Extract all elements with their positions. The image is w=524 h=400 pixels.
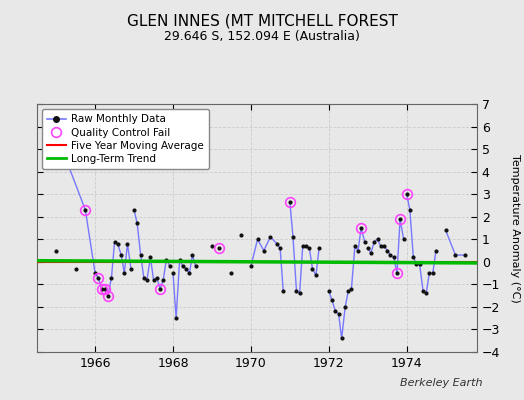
Text: 29.646 S, 152.094 E (Australia): 29.646 S, 152.094 E (Australia) [164, 30, 360, 43]
Y-axis label: Temperature Anomaly (°C): Temperature Anomaly (°C) [509, 154, 519, 302]
Legend: Raw Monthly Data, Quality Control Fail, Five Year Moving Average, Long-Term Tren: Raw Monthly Data, Quality Control Fail, … [42, 109, 209, 169]
Text: GLEN INNES (MT MITCHELL FOREST: GLEN INNES (MT MITCHELL FOREST [127, 14, 397, 29]
Text: Berkeley Earth: Berkeley Earth [400, 378, 482, 388]
